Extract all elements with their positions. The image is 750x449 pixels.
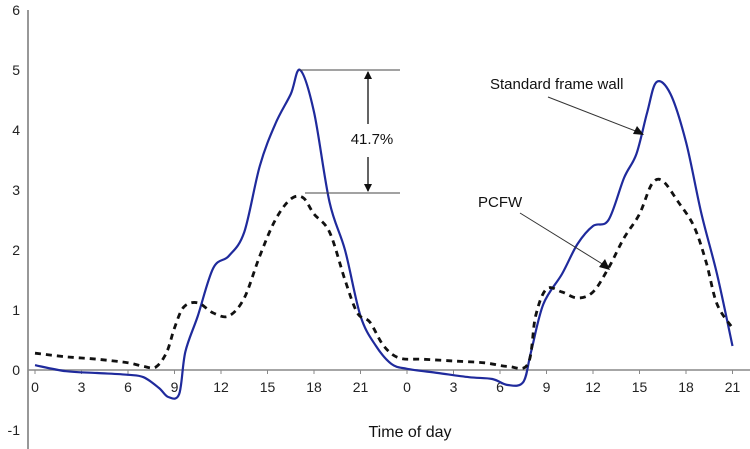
standard-frame-wall-label: Standard frame wall [490, 76, 623, 93]
series-group [34, 68, 734, 400]
pcfw-leader-line [519, 212, 605, 266]
x-tick-label: 15 [632, 379, 648, 395]
pcfw-label: PCFW [478, 194, 523, 211]
y-tick-label: 0 [12, 362, 20, 378]
x-tick-label: 6 [124, 379, 132, 395]
annotations: 41.7% Standard frame wall PCFW [300, 69, 644, 270]
series-standard-frame-wall [34, 68, 734, 400]
x-tick-label: 18 [306, 379, 322, 395]
arrow-down-icon [364, 184, 372, 192]
x-tick-label: 9 [543, 379, 551, 395]
axes [27, 10, 750, 449]
x-tick-label: 3 [450, 379, 458, 395]
x-tick-label: 12 [585, 379, 601, 395]
y-tick-label: 2 [12, 242, 20, 258]
y-tick-label: -1 [8, 422, 21, 438]
arrow-head-icon [599, 259, 610, 270]
arrow-head-icon [633, 126, 644, 135]
arrow-up-icon [364, 71, 372, 79]
x-tick-label: 6 [496, 379, 504, 395]
y-tick-label: 1 [12, 302, 20, 318]
standard-leader-line [547, 96, 639, 133]
x-tick-label: 3 [78, 379, 86, 395]
x-axis-label: Time of day [369, 424, 452, 441]
x-tick-label: 0 [403, 379, 411, 395]
y-tick-label: 4 [12, 122, 20, 138]
y-tick-label: 5 [12, 62, 20, 78]
x-tick-label: 15 [260, 379, 276, 395]
x-tick-label: 0 [31, 379, 39, 395]
x-tick-label: 21 [353, 379, 369, 395]
peak-difference-label: 41.7% [351, 131, 394, 148]
x-tick-label: 9 [171, 379, 179, 395]
x-tick-label: 12 [213, 379, 229, 395]
y-tick-label: 3 [12, 182, 20, 198]
series-pcfw [34, 177, 734, 370]
x-tick-label: 21 [725, 379, 741, 395]
x-tick-label: 18 [678, 379, 694, 395]
y-tick-label: 6 [12, 2, 20, 18]
